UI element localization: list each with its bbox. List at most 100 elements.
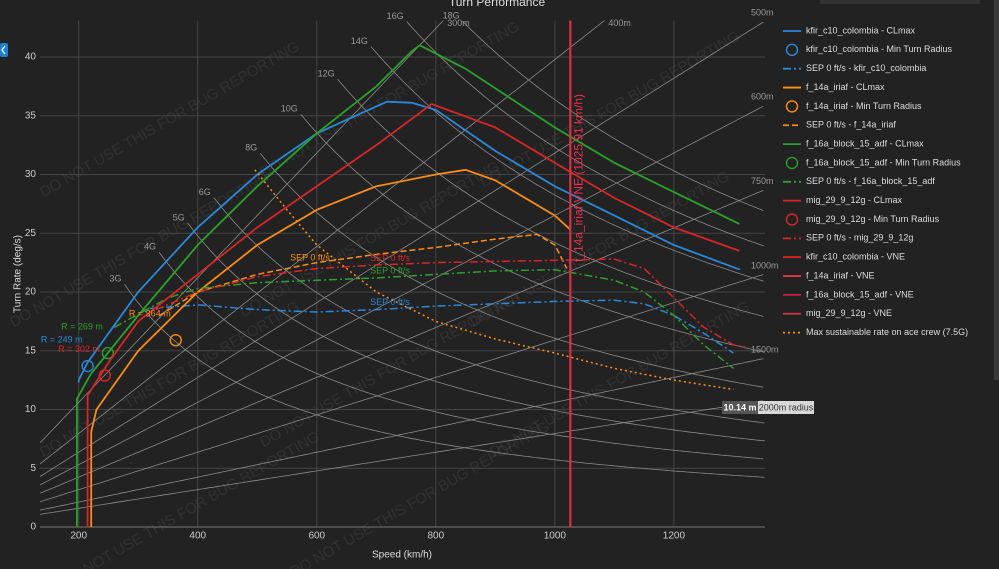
sep-annotation: SEP 0 ft/s bbox=[370, 253, 410, 263]
y-tick-label: 0 bbox=[30, 522, 36, 533]
radius-line-label: 600m bbox=[751, 92, 774, 102]
legend-label: kfir_c10_colombia - Min Turn Radius bbox=[806, 44, 953, 54]
y-axis-label: Turn Rate (deg/s) bbox=[13, 235, 24, 313]
radius-line bbox=[40, 20, 606, 465]
legend-label: f_16a_block_15_adf - VNE bbox=[806, 289, 914, 299]
tooltip-value: 10.14 m bbox=[723, 402, 756, 412]
radius-line-label: 400m bbox=[608, 18, 631, 28]
radius-annotation: R = 249 m bbox=[41, 334, 83, 344]
radius-line bbox=[40, 358, 764, 511]
legend-label: SEP 0 ft/s - f_16a_block_15_adf bbox=[806, 176, 935, 186]
legend-symbol bbox=[785, 100, 799, 113]
radius-annotation: R = 364 m bbox=[129, 309, 171, 319]
min-radius-marker bbox=[169, 333, 182, 347]
x-tick-label: 800 bbox=[427, 531, 444, 542]
y-tick-label: 40 bbox=[25, 52, 37, 63]
legend-label: f_16a_block_15_adf - CLmax bbox=[806, 138, 924, 148]
series-line bbox=[77, 100, 741, 383]
radius-line bbox=[40, 21, 764, 477]
x-tick-label: 600 bbox=[308, 531, 325, 542]
radius-line bbox=[40, 400, 764, 515]
grid: 200 400 600 800 1000 1200 0 5 10 15 20 25 30 35 40 bbox=[25, 20, 765, 542]
legend-label: mig_29_9_12g - CLmax bbox=[806, 195, 903, 205]
g-line bbox=[213, 197, 765, 424]
reference-lines bbox=[40, 20, 765, 515]
toolbar[interactable] bbox=[820, 0, 980, 4]
g-line bbox=[187, 222, 765, 442]
legend-label: f_16a_block_15_adf - Min Turn Radius bbox=[806, 157, 961, 167]
y-tick-label: 35 bbox=[25, 110, 37, 121]
min-radius-marker bbox=[81, 359, 94, 373]
g-line bbox=[124, 283, 765, 478]
legend-label: mig_29_9_12g - Min Turn Radius bbox=[806, 214, 940, 224]
legend-label: mig_29_9_12g - VNE bbox=[806, 308, 892, 318]
min-radius-marker bbox=[101, 346, 115, 360]
min-radius-marker bbox=[98, 369, 112, 382]
tooltip-name-box bbox=[758, 401, 814, 414]
series-line bbox=[86, 102, 740, 527]
legend-label: f_14a_iriaf - Min Turn Radius bbox=[806, 101, 922, 111]
series-line bbox=[155, 258, 746, 348]
g-line-label: 6G bbox=[199, 187, 211, 197]
sep-annotation: SEP 0 ft/s bbox=[290, 252, 330, 262]
y-tick-label: 15 bbox=[25, 345, 37, 356]
scrollbar[interactable] bbox=[994, 0, 999, 380]
legend-symbol bbox=[785, 156, 799, 170]
sep-annotation: SEP 0 ft/s bbox=[370, 265, 410, 275]
legend: kfir_c10_colombia - CLmax kfir_c10_colomb… bbox=[783, 25, 968, 337]
radius-line bbox=[40, 105, 764, 486]
chart-title: Turn Performance bbox=[449, 0, 546, 9]
g-line-label: 18G bbox=[443, 11, 460, 21]
annotations: R = 249 m SEP 0 ft/s R = 364 m SEP 0 ft/s R … bbox=[41, 94, 814, 414]
g-line-label: 3G bbox=[110, 274, 122, 284]
x-tick-label: 400 bbox=[189, 531, 206, 542]
x-axis-label: Speed (km/h) bbox=[372, 550, 432, 561]
y-tick-label: 20 bbox=[25, 287, 37, 298]
sep-annotation: SEP 0 ft/s bbox=[370, 297, 410, 307]
series-line bbox=[159, 233, 568, 317]
legend-label: f_14a_iriaf - CLmax bbox=[806, 82, 885, 92]
legend-label: f_14a_iriaf - VNE bbox=[806, 270, 875, 280]
g-line-label: 14G bbox=[351, 36, 368, 46]
g-line bbox=[462, 21, 764, 211]
g-line bbox=[337, 79, 764, 317]
g-line-label: 10G bbox=[281, 104, 298, 114]
y-tick-label: 30 bbox=[25, 169, 37, 180]
legend-symbol bbox=[785, 43, 799, 57]
g-line-label: 5G bbox=[173, 212, 185, 222]
radius-line-label: 1000m bbox=[751, 260, 779, 270]
tooltip-value-box bbox=[722, 401, 758, 414]
radius-line-label: 500m bbox=[751, 7, 774, 17]
plot bbox=[76, 20, 746, 527]
side-tab-icon bbox=[1, 45, 6, 55]
radius-line bbox=[40, 190, 764, 494]
radius-annotation: R = 302 m bbox=[58, 344, 100, 354]
series-line bbox=[114, 268, 734, 369]
g-line bbox=[370, 46, 764, 282]
x-tick-label: 200 bbox=[70, 531, 87, 542]
tooltip-name: 2000m radius bbox=[759, 402, 814, 412]
series-line bbox=[150, 299, 734, 354]
g-line bbox=[158, 251, 764, 460]
legend-label: SEP 0 ft/s - f_14a_iriaf bbox=[806, 120, 896, 130]
g-line-label: 12G bbox=[318, 69, 335, 79]
g-line bbox=[300, 113, 765, 353]
legend-label: kfir_c10_colombia - CLmax bbox=[806, 25, 916, 35]
radius-line-label: 1500m bbox=[751, 345, 779, 355]
legend-label: Max sustainable rate on ace crew (7.5G) bbox=[806, 327, 968, 337]
g-line-label: 4G bbox=[144, 242, 156, 252]
legend-label: SEP 0 ft/s - mig_29_9_12g bbox=[806, 233, 913, 243]
y-tick-label: 25 bbox=[25, 228, 37, 239]
side-tab[interactable] bbox=[0, 43, 8, 57]
legend-label: kfir_c10_colombia - VNE bbox=[806, 252, 905, 262]
radius-line-label: 750m bbox=[751, 176, 774, 186]
x-tick-label: 1000 bbox=[544, 531, 567, 542]
series-line bbox=[76, 44, 740, 527]
radius-line-label: 300m bbox=[447, 18, 470, 28]
g-line-label: 8G bbox=[245, 143, 257, 153]
g-line bbox=[406, 21, 764, 247]
